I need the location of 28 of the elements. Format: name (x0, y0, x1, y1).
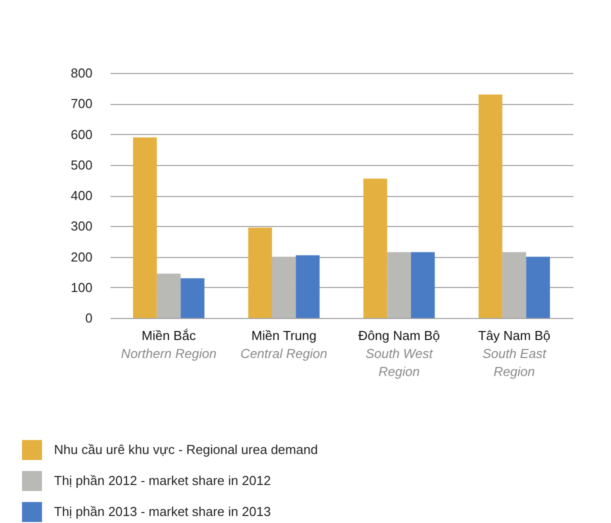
y-tick-label: 800 (70, 66, 92, 80)
y-tick-label: 100 (70, 280, 92, 295)
bar (478, 94, 502, 318)
y-tick-label: 200 (70, 249, 92, 264)
legend-label: Thị phần 2013 - market share in 2013 (54, 504, 271, 519)
legend-label: Thị phần 2012 - market share in 2012 (54, 473, 271, 488)
bar (410, 252, 435, 318)
bar (526, 256, 550, 318)
bar (248, 228, 272, 318)
y-tick-label: 0 (85, 310, 92, 326)
y-tick-label: 500 (70, 157, 92, 172)
bar (156, 274, 181, 318)
bar (296, 255, 320, 318)
y-tick-label: 700 (70, 96, 92, 112)
y-tick-label: 300 (70, 218, 92, 234)
bar (387, 252, 411, 318)
y-tick-label: 400 (70, 188, 92, 203)
bar (502, 252, 526, 318)
bar (272, 256, 296, 318)
y-tick-label: 600 (70, 126, 92, 142)
category-label: Miền Bắc Northern Region (121, 328, 216, 361)
bar (133, 137, 157, 318)
bar (363, 178, 388, 318)
legend-label: Nhu cầu urê khu vực - Regional urea demand (54, 442, 318, 457)
bar (180, 278, 204, 318)
category-label: Đông Nam Bộ South West Region (358, 328, 440, 379)
category-label: Tây Nam Bộ South East Region (478, 328, 550, 379)
category-label: Miền Trung Central Region (240, 328, 328, 361)
